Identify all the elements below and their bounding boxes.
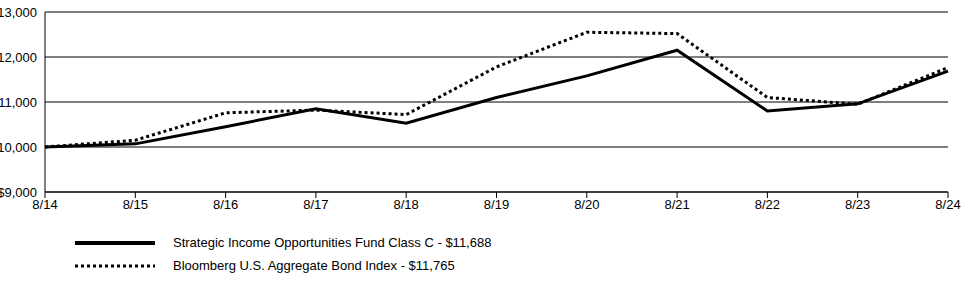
svg-text:8/17: 8/17	[303, 197, 328, 212]
svg-text:8/19: 8/19	[484, 197, 509, 212]
svg-text:8/21: 8/21	[664, 197, 689, 212]
svg-text:$13,000: $13,000	[8, 5, 37, 20]
svg-text:$11,000: $11,000	[8, 95, 37, 110]
svg-text:8/18: 8/18	[394, 197, 419, 212]
html-text:Strategic Income Opportunities: Strategic Income Opportunities Fund Clas…	[173, 235, 492, 250]
svg-text:8/15: 8/15	[123, 197, 148, 212]
svg-text:8/22: 8/22	[755, 197, 780, 212]
svg-text:8/14: 8/14	[32, 197, 58, 213]
svg-text:8/23: 8/23	[845, 197, 870, 212]
svg-text:8/16: 8/16	[213, 197, 238, 212]
svg-text:$9,000: $9,000	[8, 185, 37, 200]
html-text:Bloomberg U.S. Aggregate Bond: Bloomberg U.S. Aggregate Bond Index - $1…	[173, 258, 455, 273]
svg-text:$12,000: $12,000	[8, 50, 37, 65]
svg-text:$10,000: $10,000	[8, 140, 37, 155]
svg-text:8/20: 8/20	[574, 197, 599, 212]
svg-text:8/24: 8/24	[935, 197, 960, 212]
